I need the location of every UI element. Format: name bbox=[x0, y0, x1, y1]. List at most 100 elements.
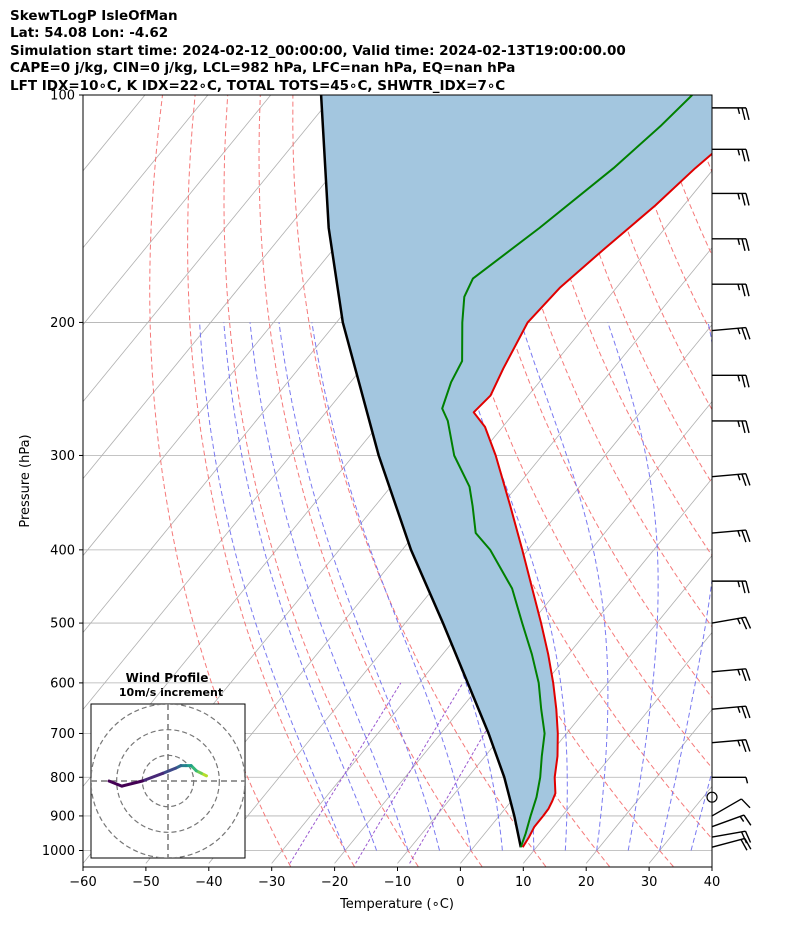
barb-feather bbox=[745, 107, 750, 121]
mixing-ratio-line bbox=[355, 682, 464, 864]
simulation-times: Simulation start time: 2024-02-12_00:00:… bbox=[10, 42, 626, 59]
barb-staff bbox=[711, 472, 746, 478]
cape-shade-area bbox=[321, 95, 712, 848]
barb-staff bbox=[711, 798, 742, 817]
barb-staff bbox=[711, 814, 745, 828]
x-axis-label: Temperature (∘C) bbox=[339, 897, 454, 912]
barb-half-feather bbox=[737, 284, 741, 291]
hodograph-segment bbox=[161, 766, 178, 775]
barb-feather bbox=[744, 616, 752, 629]
barb-feather bbox=[741, 473, 747, 486]
barb-feather bbox=[741, 193, 746, 206]
barb-feather bbox=[745, 668, 751, 681]
barb-feather bbox=[741, 420, 746, 434]
y-tick-label: 500 bbox=[50, 617, 75, 632]
barb-feather bbox=[745, 529, 751, 542]
dry-adiabat bbox=[292, 95, 547, 867]
barb-feather bbox=[741, 284, 746, 297]
x-tick-label: −40 bbox=[195, 875, 222, 890]
barb-feather bbox=[740, 617, 748, 630]
isotherm bbox=[83, 95, 209, 249]
x-tick-label: −20 bbox=[321, 875, 348, 890]
dry-adiabat bbox=[782, 95, 794, 867]
isotherm bbox=[711, 862, 712, 864]
y-tick-label: 600 bbox=[50, 676, 75, 691]
barb-feather bbox=[745, 739, 751, 752]
y-tick-label: 1000 bbox=[42, 844, 75, 859]
x-tick-label: 10 bbox=[515, 875, 532, 890]
barb-staff bbox=[711, 326, 746, 332]
barb-half-feather bbox=[739, 816, 745, 822]
moist-adiabat bbox=[520, 322, 609, 851]
wind-barb bbox=[711, 668, 751, 682]
x-tick-label: −10 bbox=[384, 875, 411, 890]
barb-staff bbox=[711, 529, 746, 534]
y-axis-label: Pressure (hPa) bbox=[18, 434, 33, 527]
wind-barb bbox=[712, 148, 750, 162]
axes: −60 −50 −40 −30 −20 −10 0 10 20 30 40 1000 900 800 700… bbox=[42, 89, 720, 891]
dry-adiabat bbox=[716, 95, 794, 867]
barb-feather bbox=[744, 830, 752, 843]
dry-adiabat bbox=[258, 95, 483, 867]
barb-feather bbox=[741, 530, 747, 543]
dry-adiabat bbox=[585, 95, 712, 411]
moist-adiabat bbox=[278, 322, 440, 851]
barb-feather bbox=[740, 798, 751, 809]
barb-feather bbox=[745, 238, 750, 251]
dry-adiabat bbox=[650, 95, 712, 257]
isotherm bbox=[83, 95, 272, 326]
barb-feather bbox=[745, 580, 750, 594]
x-tick-label: −30 bbox=[258, 875, 285, 890]
moist-adiabat bbox=[451, 322, 568, 851]
dry-adiabat bbox=[422, 95, 712, 769]
dry-adiabat bbox=[149, 95, 292, 867]
wind-barb bbox=[712, 776, 749, 784]
isotherm bbox=[83, 95, 334, 403]
x-tick-label: −50 bbox=[132, 875, 159, 890]
barb-staff bbox=[711, 837, 746, 848]
dry-adiabat bbox=[683, 95, 712, 174]
isotherm bbox=[83, 95, 397, 480]
station-coordinates: Lat: 54.08 Lon: -4.62 bbox=[10, 25, 169, 42]
wind-barb bbox=[711, 616, 752, 630]
profile-lines bbox=[319, 95, 712, 848]
wind-barb bbox=[712, 192, 750, 206]
moist-adiabat bbox=[607, 322, 659, 851]
barb-feather bbox=[745, 193, 750, 206]
y-tick-label: 400 bbox=[50, 543, 75, 558]
barb-half-feather bbox=[737, 740, 741, 747]
barb-half-feather bbox=[737, 530, 741, 537]
isotherm bbox=[648, 785, 712, 864]
hodograph-segment bbox=[120, 779, 144, 788]
dewpoint-line bbox=[441, 95, 693, 848]
barb-feather bbox=[745, 473, 751, 486]
isotherm bbox=[334, 401, 712, 864]
barb-feather bbox=[741, 327, 747, 340]
barb-feather bbox=[745, 149, 750, 162]
barb-staff bbox=[711, 668, 746, 673]
wind-barb bbox=[711, 739, 751, 753]
dry-adiabat bbox=[520, 95, 712, 557]
wind-barb bbox=[712, 283, 750, 297]
calm-wind-circle bbox=[706, 791, 718, 803]
barb-feather bbox=[745, 705, 751, 719]
wind-barbs bbox=[706, 107, 752, 851]
barb-half-feather bbox=[737, 328, 741, 335]
hodograph-segment bbox=[140, 771, 165, 783]
moist-adiabat bbox=[723, 322, 794, 850]
moist-adiabat bbox=[199, 322, 346, 851]
isotherm bbox=[585, 708, 712, 864]
barb-half-feather bbox=[737, 149, 741, 156]
y-tick-label: 900 bbox=[50, 809, 75, 824]
barb-half-feather bbox=[737, 238, 741, 245]
moist-adiabat bbox=[249, 322, 409, 851]
barb-staff bbox=[711, 616, 746, 624]
barb-feather bbox=[745, 375, 750, 388]
dry-adiabat bbox=[223, 95, 419, 867]
barb-feather bbox=[741, 238, 746, 251]
wind-barb bbox=[711, 798, 751, 817]
barb-feather bbox=[741, 375, 746, 388]
x-tick-label: −60 bbox=[69, 875, 96, 890]
